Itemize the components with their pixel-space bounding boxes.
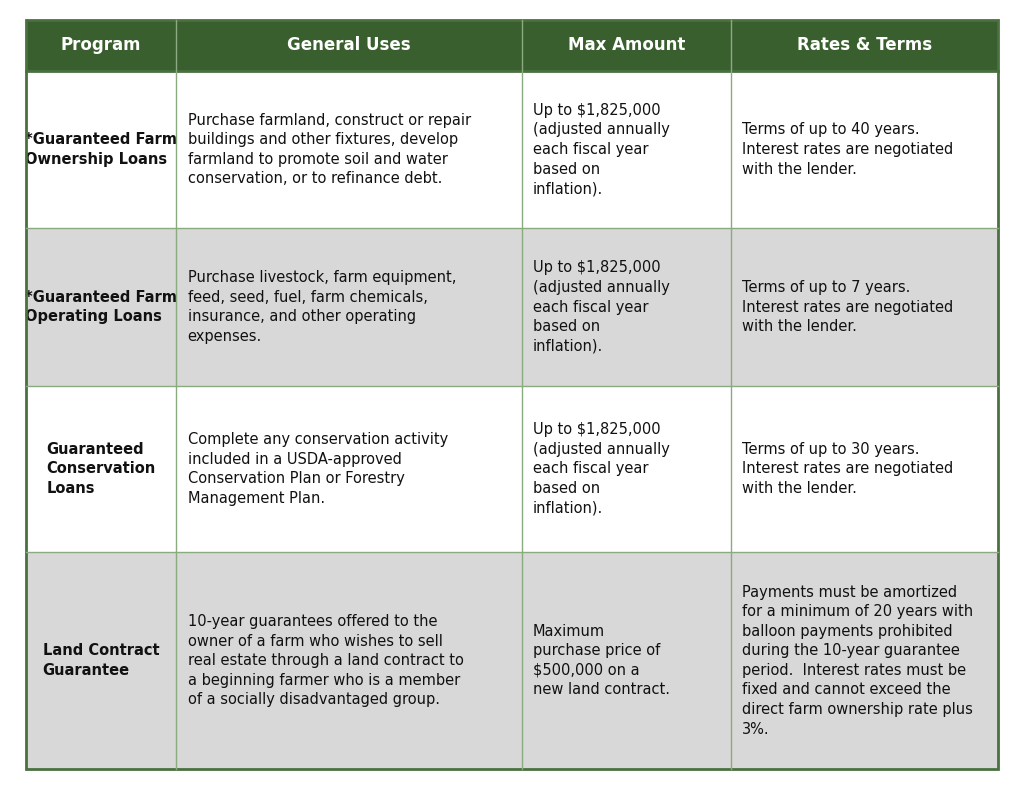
Bar — [26, 386, 176, 552]
Text: General Uses: General Uses — [288, 36, 411, 54]
Bar — [176, 71, 521, 228]
Bar — [26, 20, 176, 71]
Bar — [731, 228, 998, 386]
Bar — [176, 228, 521, 386]
Text: 10-year guarantees offered to the
owner of a farm who wishes to sell
real estate: 10-year guarantees offered to the owner … — [187, 614, 464, 707]
Text: Terms of up to 40 years.
Interest rates are negotiated
with the lender.: Terms of up to 40 years. Interest rates … — [742, 122, 953, 177]
Text: Max Amount: Max Amount — [567, 36, 685, 54]
Text: Up to $1,825,000
(adjusted annually
each fiscal year
based on
inflation).: Up to $1,825,000 (adjusted annually each… — [532, 422, 670, 515]
Bar — [521, 228, 731, 386]
Text: Maximum
purchase price of
$500,000 on a
new land contract.: Maximum purchase price of $500,000 on a … — [532, 624, 670, 697]
Bar — [521, 71, 731, 228]
Text: *Guaranteed Farm
Operating Loans: *Guaranteed Farm Operating Loans — [25, 290, 177, 324]
Text: Complete any conservation activity
included in a USDA-approved
Conservation Plan: Complete any conservation activity inclu… — [187, 432, 447, 506]
Bar — [521, 552, 731, 769]
Text: Payments must be amortized
for a minimum of 20 years with
balloon payments prohi: Payments must be amortized for a minimum… — [742, 585, 973, 737]
Bar — [176, 386, 521, 552]
Bar — [731, 386, 998, 552]
Bar — [521, 386, 731, 552]
Bar — [26, 228, 176, 386]
Text: Guaranteed
Conservation
Loans: Guaranteed Conservation Loans — [46, 442, 156, 496]
Bar — [731, 20, 998, 71]
Bar — [521, 20, 731, 71]
Text: Terms of up to 7 years.
Interest rates are negotiated
with the lender.: Terms of up to 7 years. Interest rates a… — [742, 280, 953, 335]
Bar — [176, 20, 521, 71]
Text: Rates & Terms: Rates & Terms — [797, 36, 932, 54]
Bar — [731, 71, 998, 228]
Text: *Guaranteed Farm
Ownership Loans: *Guaranteed Farm Ownership Loans — [25, 133, 177, 166]
Text: Purchase farmland, construct or repair
buildings and other fixtures, develop
far: Purchase farmland, construct or repair b… — [187, 113, 471, 186]
Text: Purchase livestock, farm equipment,
feed, seed, fuel, farm chemicals,
insurance,: Purchase livestock, farm equipment, feed… — [187, 271, 456, 344]
Text: Terms of up to 30 years.
Interest rates are negotiated
with the lender.: Terms of up to 30 years. Interest rates … — [742, 442, 953, 496]
Text: Land Contract
Guarantee: Land Contract Guarantee — [43, 643, 160, 678]
Text: Up to $1,825,000
(adjusted annually
each fiscal year
based on
inflation).: Up to $1,825,000 (adjusted annually each… — [532, 260, 670, 353]
Bar — [176, 552, 521, 769]
Bar — [26, 552, 176, 769]
Bar — [731, 552, 998, 769]
Text: Up to $1,825,000
(adjusted annually
each fiscal year
based on
inflation).: Up to $1,825,000 (adjusted annually each… — [532, 103, 670, 196]
Bar — [26, 71, 176, 228]
Text: Program: Program — [60, 36, 141, 54]
